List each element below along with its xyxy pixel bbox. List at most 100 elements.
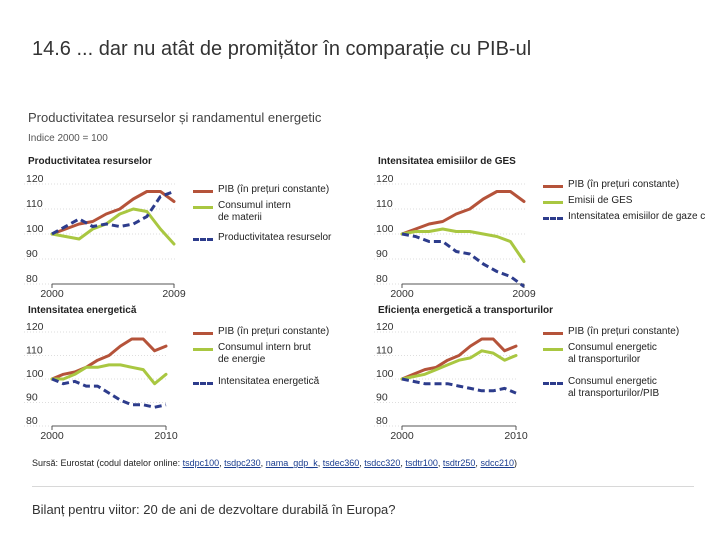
legend-swatch bbox=[543, 382, 563, 385]
legend-label: Intensitatea energetică bbox=[218, 376, 320, 387]
series-line-1 bbox=[50, 337, 168, 381]
legend-label: PIB (în prețuri constante) bbox=[568, 179, 680, 190]
source-code-link[interactable]: tsdpc230 bbox=[224, 458, 261, 468]
source-separator: , bbox=[260, 458, 266, 468]
legend-label: Consumul energetic al transporturilor bbox=[568, 342, 657, 365]
legend-swatch bbox=[193, 206, 213, 209]
chart-title-energy-intensity: Intensitatea energetică bbox=[28, 305, 137, 316]
legend-swatch bbox=[193, 190, 213, 193]
y-tick-label: 120 bbox=[26, 322, 44, 333]
legend-label: Intensitatea emisiilor de gaze c bbox=[568, 211, 706, 222]
legend-swatch bbox=[543, 332, 563, 335]
y-tick-label: 120 bbox=[376, 174, 394, 185]
source-suffix: ) bbox=[513, 458, 517, 468]
source-code-link[interactable]: tsdtr250 bbox=[442, 458, 476, 468]
source-separator: , bbox=[317, 458, 323, 468]
y-tick-label: 100 bbox=[26, 223, 44, 235]
legend-swatch bbox=[543, 217, 563, 220]
x-tick-label: 2009 bbox=[512, 288, 536, 300]
legend-item: Consumul intern brut de energie bbox=[193, 342, 311, 366]
slide-title: 14.6 ... dar nu atât de promițător în co… bbox=[32, 38, 532, 60]
legend-label: Productivitatea resurselor bbox=[218, 232, 332, 243]
source-separator: , bbox=[400, 458, 406, 468]
source-code-link[interactable]: tsdec360 bbox=[322, 458, 360, 468]
series-line-1 bbox=[50, 190, 176, 236]
legend-swatch bbox=[193, 238, 213, 241]
y-tick-label: 110 bbox=[26, 345, 43, 357]
legend-item: Intensitatea emisiilor de gaze c bbox=[543, 211, 705, 223]
legend-swatch bbox=[543, 185, 563, 188]
source-code-link[interactable]: sdcc210 bbox=[480, 458, 514, 468]
series-line-1 bbox=[400, 190, 526, 236]
source-separator: , bbox=[437, 458, 443, 468]
legend-transport-efficiency: PIB (în prețuri constante) Consumul energ… bbox=[543, 326, 713, 406]
x-tick-label: 2000 bbox=[40, 430, 64, 442]
y-tick-label: 100 bbox=[376, 368, 394, 380]
legend-label: PIB (în prețuri constante) bbox=[218, 184, 330, 195]
source-separator: , bbox=[219, 458, 225, 468]
legend-label: Consumul energetic al transporturilor/PI… bbox=[568, 376, 660, 399]
y-tick-label: 110 bbox=[376, 345, 393, 357]
legend-swatch bbox=[193, 348, 213, 351]
source-code-link[interactable]: nama_gdp_k bbox=[265, 458, 318, 468]
series-line-3 bbox=[51, 190, 175, 236]
source-code-link[interactable]: tsdtr100 bbox=[405, 458, 438, 468]
legend-item: PIB (în prețuri constante) bbox=[193, 326, 329, 338]
series-line-3 bbox=[401, 377, 517, 395]
x-tick-label: 2000 bbox=[390, 430, 414, 442]
legend-swatch bbox=[193, 382, 213, 385]
source-code-link[interactable]: tsdpc100 bbox=[182, 458, 220, 468]
source-code-link[interactable]: tsdcc320 bbox=[364, 458, 401, 468]
series-line-2 bbox=[400, 227, 526, 263]
y-tick-label: 80 bbox=[26, 273, 38, 285]
legend-resource-productivity: PIB (în prețuri constante) Consumul inter… bbox=[193, 184, 363, 254]
legend-label: PIB (în prețuri constante) bbox=[218, 326, 330, 337]
y-tick-label: 90 bbox=[376, 392, 388, 404]
figure-subtitle: Productivitatea resurselor și randamentu… bbox=[28, 110, 322, 125]
legend-label: PIB (în prețuri constante) bbox=[568, 326, 680, 337]
x-tick-label: 2010 bbox=[154, 430, 178, 442]
legend-swatch bbox=[193, 332, 213, 335]
legend-item: Consumul energetic al transporturilor bbox=[543, 342, 657, 366]
x-tick-label: 2010 bbox=[504, 430, 528, 442]
legend-item: PIB (în prețuri constante) bbox=[543, 179, 679, 191]
source-note: Sursă: Eurostat (codul datelor online: t… bbox=[32, 458, 517, 468]
legend-ghg-intensity: PIB (în prețuri constante) Emisii de GES I… bbox=[543, 179, 720, 233]
series-line-1 bbox=[400, 337, 518, 381]
chart-title-resource-productivity: Productivitatea resurselor bbox=[28, 156, 152, 167]
y-tick-label: 110 bbox=[376, 198, 393, 210]
x-tick-label: 2009 bbox=[162, 288, 186, 300]
index-note: Indice 2000 = 100 bbox=[28, 133, 108, 144]
legend-label: Emisii de GES bbox=[568, 195, 633, 206]
legend-item: Intensitatea energetică bbox=[193, 376, 319, 388]
source-separator: , bbox=[359, 458, 365, 468]
legend-item: Consumul energetic al transporturilor/PI… bbox=[543, 376, 659, 400]
series-line-3 bbox=[51, 377, 167, 409]
x-tick-label: 2000 bbox=[390, 288, 414, 300]
series-line-2 bbox=[50, 363, 168, 386]
series-line-3 bbox=[401, 232, 525, 288]
legend-label: Consumul intern brut de energie bbox=[218, 342, 311, 365]
series-line-2 bbox=[50, 207, 176, 246]
legend-label: Consumul intern de materii bbox=[218, 200, 291, 223]
y-tick-label: 90 bbox=[376, 248, 388, 260]
y-tick-label: 100 bbox=[26, 368, 44, 380]
source-separator: , bbox=[475, 458, 481, 468]
footer-caption: Bilanț pentru viitor: 20 de ani de dezvo… bbox=[32, 502, 396, 517]
y-tick-label: 80 bbox=[376, 273, 388, 285]
footer-divider bbox=[32, 486, 694, 487]
legend-item: PIB (în prețuri constante) bbox=[193, 184, 329, 196]
chart-title-transport-efficiency: Eficiența energetică a transporturilor bbox=[378, 305, 554, 316]
y-tick-label: 80 bbox=[26, 415, 38, 427]
y-tick-label: 100 bbox=[376, 223, 394, 235]
source-prefix: Sursă: Eurostat (codul datelor online: bbox=[32, 458, 183, 468]
y-tick-label: 120 bbox=[26, 174, 44, 185]
x-tick-label: 2000 bbox=[40, 288, 64, 300]
y-tick-label: 120 bbox=[376, 322, 394, 333]
legend-item: Emisii de GES bbox=[543, 195, 632, 207]
legend-item: Consumul intern de materii bbox=[193, 200, 291, 224]
